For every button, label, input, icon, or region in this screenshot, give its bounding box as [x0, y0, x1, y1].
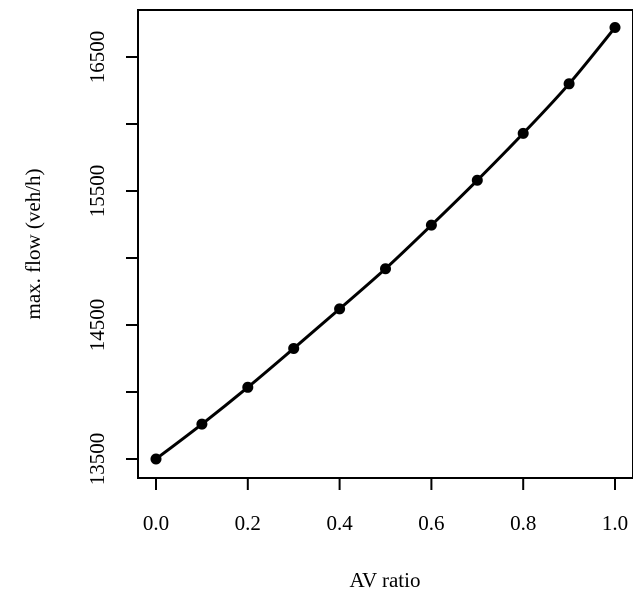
- x-axis-label: AV ratio: [350, 568, 421, 592]
- data-point: [563, 78, 575, 90]
- data-point: [196, 418, 208, 430]
- x-axis: 0.0 0.2 0.4 0.6 0.8 1.0: [143, 478, 628, 535]
- x-tick-label: 0.8: [510, 511, 536, 535]
- y-tick-label: 13500: [85, 433, 109, 486]
- series-line: [155, 26, 617, 461]
- y-axis-label: max. flow (veh/h): [21, 168, 45, 319]
- data-point: [609, 22, 621, 34]
- data-point: [288, 342, 300, 354]
- x-tick-label: 0.2: [235, 511, 261, 535]
- x-tick-label: 1.0: [602, 511, 628, 535]
- data-point: [334, 303, 346, 315]
- data-point: [471, 174, 483, 186]
- series-layer: [150, 22, 621, 465]
- x-tick-label: 0.4: [326, 511, 353, 535]
- y-axis: 13500 14500 15500 16500: [85, 31, 138, 486]
- x-tick-label: 0.0: [143, 511, 169, 535]
- plot-frame: [137, 9, 633, 479]
- y-tick-label: 14500: [85, 299, 109, 352]
- x-tick-label: 0.6: [418, 511, 444, 535]
- data-point: [425, 219, 437, 231]
- data-point: [242, 381, 254, 393]
- y-tick-label: 15500: [85, 165, 109, 218]
- data-point: [517, 127, 529, 139]
- y-tick-label: 16500: [85, 31, 109, 84]
- data-point: [380, 263, 391, 275]
- data-point: [150, 453, 162, 465]
